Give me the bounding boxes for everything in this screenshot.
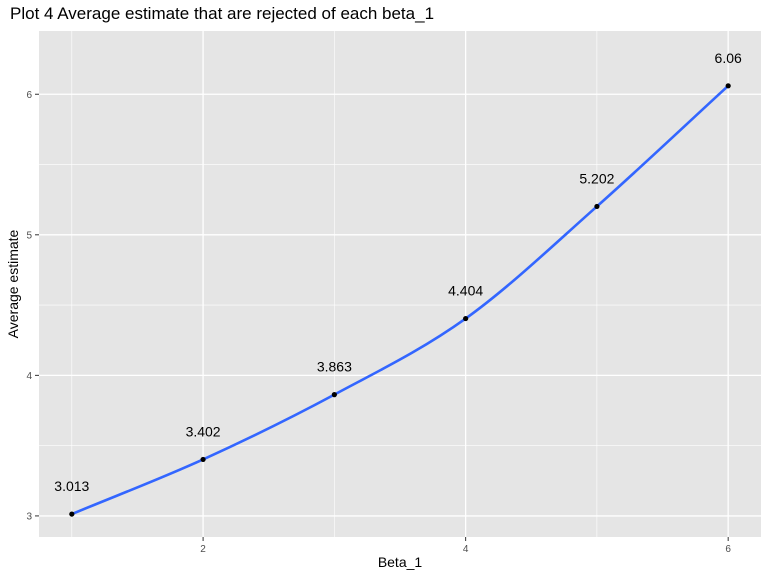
data-labels: 3.013 3.402 3.863 4.404 5.202 6.06 <box>54 50 742 494</box>
data-points <box>69 83 731 517</box>
data-label: 3.863 <box>317 359 352 375</box>
x-axis: 2 4 6 <box>200 537 731 555</box>
y-axis-title: Average estimate <box>5 229 21 338</box>
data-label: 4.404 <box>448 283 483 299</box>
data-point <box>331 392 337 398</box>
data-label: 3.402 <box>186 423 221 439</box>
series-line <box>70 84 730 516</box>
y-tick-label: 5 <box>26 230 32 241</box>
data-label: 6.06 <box>715 50 742 66</box>
y-tick-label: 4 <box>26 371 32 382</box>
data-point <box>725 83 731 89</box>
data-point <box>594 203 600 210</box>
data-label: 5.202 <box>579 170 614 186</box>
chart-title: Plot 4 Average estimate that are rejecte… <box>10 4 435 23</box>
data-point <box>69 511 75 517</box>
plot-panel <box>39 31 761 537</box>
y-axis: 3 4 5 6 <box>26 90 39 522</box>
grid-major <box>39 31 761 537</box>
grid-minor <box>39 31 761 537</box>
x-tick-label: 6 <box>725 544 731 555</box>
x-axis-title: Beta_1 <box>378 554 423 570</box>
y-tick-label: 3 <box>26 511 32 522</box>
data-point <box>463 315 469 322</box>
x-tick-label: 2 <box>200 544 206 555</box>
y-tick-label: 6 <box>26 90 32 101</box>
data-point <box>200 456 206 463</box>
data-label: 3.013 <box>54 478 89 494</box>
x-tick-label: 4 <box>463 544 469 555</box>
